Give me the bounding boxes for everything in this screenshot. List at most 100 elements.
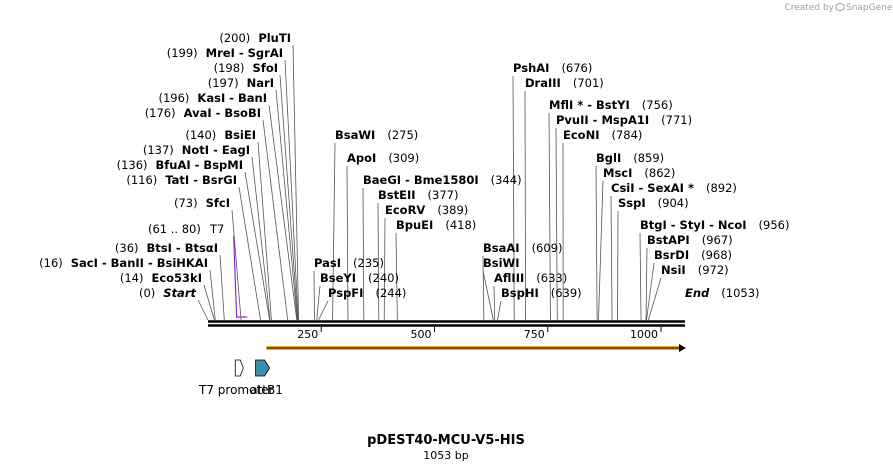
site-lines bbox=[197, 44, 662, 321]
site-label: (73) SfcI bbox=[174, 196, 230, 210]
plasmid-title: pDEST40-MCU-V5-HIS bbox=[367, 433, 525, 448]
site-line bbox=[284, 59, 299, 321]
site-position: (344) bbox=[491, 173, 522, 187]
site-position: (967) bbox=[702, 233, 733, 247]
site-label: MflI * - BstYI (756) bbox=[549, 98, 673, 112]
orf-arrow bbox=[266, 344, 686, 352]
site-line bbox=[318, 300, 329, 321]
site-name: BsiWI bbox=[483, 256, 520, 270]
site-label: (136) BfuAI - BspMI bbox=[117, 158, 243, 172]
site-name: MflI * - BstYI bbox=[549, 98, 630, 112]
t7-promoter-icon bbox=[234, 359, 244, 377]
site-line bbox=[512, 75, 515, 321]
site-line bbox=[275, 89, 298, 321]
site-label: BseYI (240) bbox=[320, 271, 399, 285]
site-name: BpuEI bbox=[396, 218, 433, 232]
site-label: CsiI - SexAI * (892) bbox=[611, 181, 737, 195]
site-name: EcoRV bbox=[385, 203, 425, 217]
site-position: (36) bbox=[115, 241, 139, 255]
site-position: (196) bbox=[158, 91, 189, 105]
site-line bbox=[646, 262, 655, 321]
site-name: DraIII bbox=[525, 76, 561, 90]
site-position: (892) bbox=[706, 181, 737, 195]
site-name: ApoI bbox=[347, 151, 376, 165]
site-label: BsaAI (609) bbox=[483, 241, 563, 255]
site-label: (196) KasI - BanI bbox=[158, 91, 267, 105]
site-line bbox=[279, 74, 299, 321]
site-position: (639) bbox=[551, 286, 582, 300]
site-name: BsaWI bbox=[335, 128, 375, 142]
site-label: EcoNI (784) bbox=[563, 128, 642, 142]
site-position: (244) bbox=[375, 286, 406, 300]
site-line bbox=[332, 142, 336, 321]
site-position: (199) bbox=[167, 46, 198, 60]
site-label: DraIII (701) bbox=[525, 76, 604, 90]
site-position: (197) bbox=[208, 76, 239, 90]
site-name: AvaI - BsoBI bbox=[184, 106, 261, 120]
site-name: BseYI bbox=[320, 271, 356, 285]
site-position: (756) bbox=[642, 98, 673, 112]
site-line bbox=[362, 187, 365, 321]
site-name: CsiI - SexAI * bbox=[611, 181, 694, 195]
site-line bbox=[645, 247, 648, 321]
tick-label: 500 bbox=[410, 328, 431, 341]
site-line bbox=[292, 44, 299, 321]
site-position: (275) bbox=[387, 128, 418, 142]
t7-bracket bbox=[233, 235, 248, 318]
credit-prefix: Created by bbox=[784, 3, 834, 13]
site-line bbox=[346, 165, 349, 321]
site-position: (116) bbox=[126, 173, 157, 187]
site-position: (968) bbox=[701, 248, 732, 262]
site-label: End (1053) bbox=[685, 286, 760, 300]
site-name: MreI - SgrAI bbox=[206, 46, 283, 60]
site-name: MscI bbox=[603, 166, 632, 180]
site-position: (859) bbox=[633, 151, 664, 165]
site-label: BglI (859) bbox=[596, 151, 664, 165]
site-name: BsrDI bbox=[654, 248, 689, 262]
attb1-icon bbox=[255, 359, 271, 377]
site-line bbox=[610, 195, 613, 321]
site-label: BspHI (639) bbox=[501, 286, 582, 300]
tick-label: 1000 bbox=[630, 328, 658, 341]
site-position: (176) bbox=[145, 106, 176, 120]
plasmid-length: 1053 bp bbox=[423, 449, 468, 462]
tick-label: 750 bbox=[524, 328, 545, 341]
site-name: TatI - BsrGI bbox=[165, 173, 237, 187]
t7-primer: (61 .. 80) T7 bbox=[148, 222, 248, 318]
t7-promoter-label: T7 promoter bbox=[198, 383, 274, 397]
site-line bbox=[203, 284, 215, 321]
site-position: (784) bbox=[611, 128, 642, 142]
site-line bbox=[231, 209, 242, 321]
site-label: BpuEI (418) bbox=[396, 218, 476, 232]
site-position: (701) bbox=[573, 76, 604, 90]
site-position: (240) bbox=[368, 271, 399, 285]
site-position: (136) bbox=[117, 158, 148, 172]
site-name: AflIII bbox=[494, 271, 524, 285]
site-line bbox=[268, 104, 298, 321]
site-name: BglI bbox=[596, 151, 621, 165]
snapgene-logo-icon bbox=[835, 2, 845, 12]
site-position: (0) bbox=[139, 286, 155, 300]
site-name: Eco53kI bbox=[151, 271, 202, 285]
site-name: SfcI bbox=[206, 196, 230, 210]
site-position: (956) bbox=[759, 218, 790, 232]
site-position: (676) bbox=[561, 61, 592, 75]
site-label: (137) NotI - EagI bbox=[143, 143, 250, 157]
site-name: BtgI - StyI - NcoI bbox=[640, 218, 747, 232]
site-label: (198) SfoI bbox=[214, 61, 278, 75]
site-label: (16) SacI - BanII - BsiHKAI bbox=[39, 256, 208, 270]
site-line bbox=[262, 119, 289, 321]
site-label: (197) NarI bbox=[208, 76, 274, 90]
site-name: BspHI bbox=[501, 286, 539, 300]
site-name: KasI - BanI bbox=[197, 91, 267, 105]
site-label: AflIII (633) bbox=[494, 271, 567, 285]
site-name: BfuAI - BspMI bbox=[156, 158, 243, 172]
site-name: BstEII bbox=[378, 188, 416, 202]
site-position: (309) bbox=[388, 151, 419, 165]
site-label: BsaWI (275) bbox=[335, 128, 418, 142]
site-name: SspI bbox=[618, 196, 646, 210]
site-name: BstAPI bbox=[647, 233, 690, 247]
site-label: (176) AvaI - BsoBI bbox=[145, 106, 261, 120]
site-name: NsiI bbox=[661, 263, 686, 277]
tick-label: 250 bbox=[297, 328, 318, 341]
